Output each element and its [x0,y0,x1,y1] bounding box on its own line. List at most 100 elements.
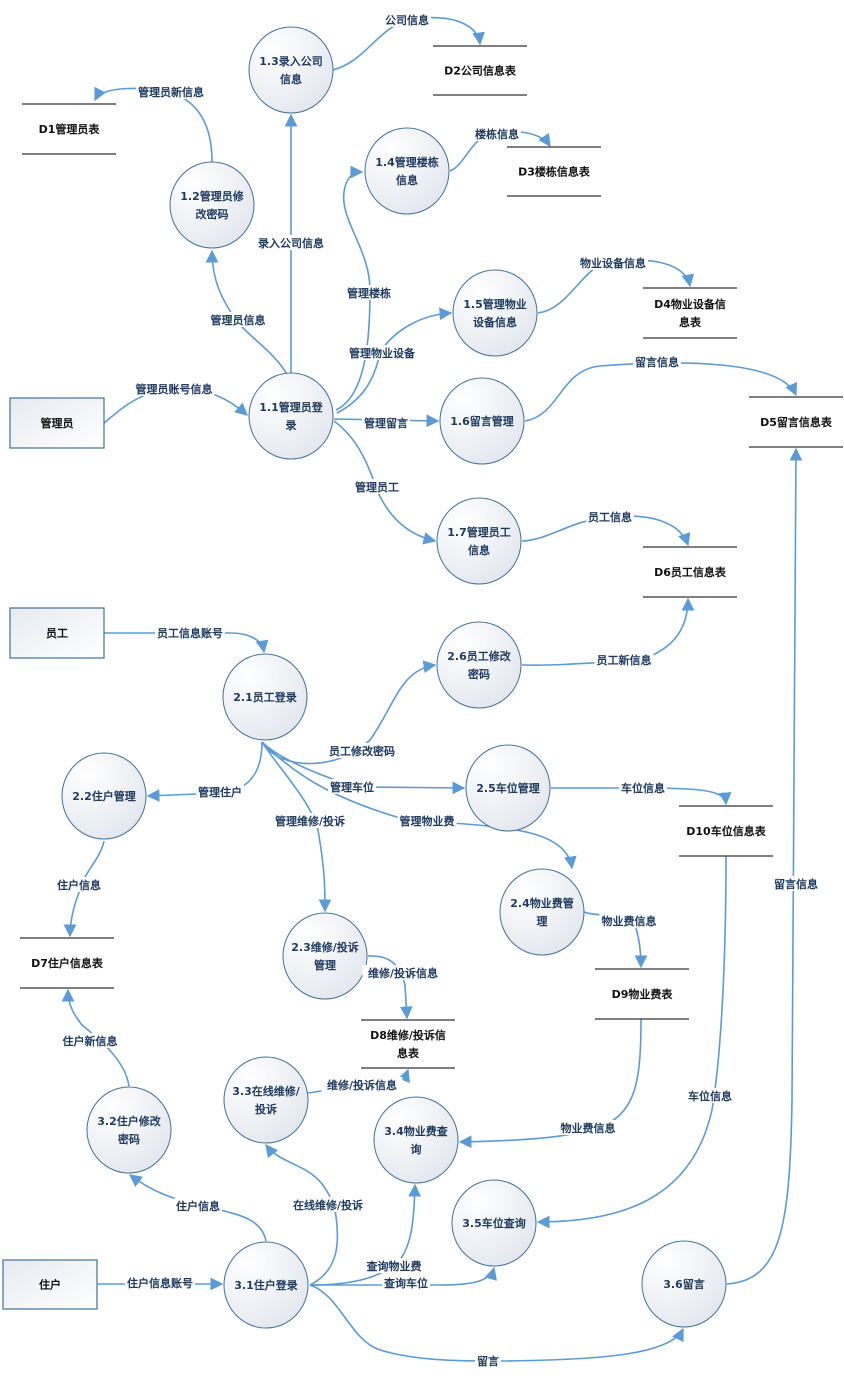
flow-label: 留言信息 [772,876,820,891]
process-label: 2.5车位管理 [476,781,540,795]
flow-label: 留言信息 [633,354,681,369]
flow-label-text: 管理员信息 [211,313,266,327]
flow-label-text: 留言信息 [774,877,818,891]
process-label: 3.3在线维修/ [232,1084,300,1098]
process-p35[interactable]: 3.5车位查询 [451,1179,537,1267]
flow-label-text: 留言信息 [635,355,679,369]
process-circle [641,1240,727,1328]
flow-label: 住户信息 [55,877,103,892]
process-circle [436,497,522,585]
flow-label: 管理留言 [362,415,410,430]
store-label: D5留言信息表 [760,415,833,429]
process-circle [222,653,308,741]
flow-label: 员工新信息 [594,652,654,667]
flow-label: 管理员工 [353,479,401,494]
flow-label: 物业费信息 [558,1120,618,1135]
flow-label-text: 物业设备信息 [580,256,646,270]
process-circle [452,269,538,357]
flow-label-text: 员工信息账号 [157,626,223,640]
datastore-d7[interactable]: D7住户信息表 [20,937,114,989]
process-circle [282,912,368,1000]
entity-box [9,397,105,449]
flow-label: 维修/投诉信息 [362,965,444,980]
process-label: 2.4物业费管 [510,896,574,910]
process-p22[interactable]: 2.2住户管理 [61,752,147,840]
process-circle [499,868,585,956]
flow-label: 在线维修/投诉 [287,1197,369,1212]
datastore-d6[interactable]: D6员工信息表 [643,546,737,598]
entity-staff[interactable]: 员工 [9,607,105,659]
flow-label: 录入公司信息 [256,235,326,250]
flow-label-text: 管理员账号信息 [136,382,213,396]
store-label: D6员工信息表 [654,565,727,579]
flow-label-text: 楼栋信息 [475,127,519,141]
process-circle [451,1179,537,1267]
process-label: 询 [411,1142,422,1156]
process-circle [364,127,450,215]
datastore-d1[interactable]: D1管理员表 [22,103,116,155]
process-circle [465,744,551,832]
process-circle [86,1086,172,1174]
process-circle [223,1056,309,1144]
flow-arrow [335,165,371,411]
process-label: 3.4物业费查 [384,1124,448,1138]
flow-label-text: 管理楼栋 [347,286,391,300]
process-circle [61,752,147,840]
datastore-d10[interactable]: D10车位信息表 [679,805,773,857]
flow-label: 住户信息 [174,1198,222,1213]
datastore-d3[interactable]: D3楼栋信息表 [507,146,601,197]
entity-admin[interactable]: 管理员 [9,397,105,449]
flow-label-text: 查询车位 [384,1276,428,1290]
process-p21[interactable]: 2.1员工登录 [222,653,308,741]
store-label: D9物业费表 [612,987,674,1001]
datastore-d9[interactable]: D9物业费表 [595,968,689,1020]
flow-arrow [309,1284,684,1362]
store-label: D8维修/投诉信 [370,1028,446,1042]
flow-label-text: 查询物业费 [367,1259,422,1273]
flow-arrow [310,1266,497,1286]
process-p33[interactable]: 3.3在线维修/投诉 [223,1056,309,1144]
datastore-d2[interactable]: D2公司信息表 [433,45,527,96]
flow-arrow [336,307,453,414]
flow-label-text: 管理物业费 [400,814,455,828]
flow-label-text: 住户信息 [176,1199,220,1213]
flow-label-text: 录入公司信息 [258,236,324,250]
store-label: D7住户信息表 [31,956,104,970]
entity-resident[interactable]: 住户 [2,1259,98,1310]
flow-arrow [367,955,413,1020]
process-p16[interactable]: 1.6留言管理 [439,377,525,465]
flow-label-text: 车位信息 [621,781,665,795]
flow-label: 管理楼栋 [345,285,393,300]
datastore-d5[interactable]: D5留言信息表 [749,396,843,448]
flow-label: 员工信息 [586,509,634,524]
process-p36[interactable]: 3.6留言 [641,1240,727,1328]
entity-label: 员工 [46,627,68,640]
flow-arrow [536,855,727,1229]
store-label: D10车位信息表 [686,824,766,838]
process-label: 2.6员工修改 [447,649,511,663]
flow-label: 管理员信息 [208,312,268,327]
process-p31[interactable]: 3.1住户登录 [223,1241,309,1329]
flow-label: 员工信息账号 [155,625,225,640]
process-p25[interactable]: 2.5车位管理 [465,744,551,832]
process-label: 2.2住户管理 [72,789,136,803]
flow-label: 留言 [475,1353,501,1368]
process-circle [169,161,255,249]
flow-label: 管理住户 [196,784,244,799]
process-label: 信息 [396,173,418,187]
store-label: D1管理员表 [39,122,101,136]
flow-label: 住户信息账号 [125,1275,195,1290]
